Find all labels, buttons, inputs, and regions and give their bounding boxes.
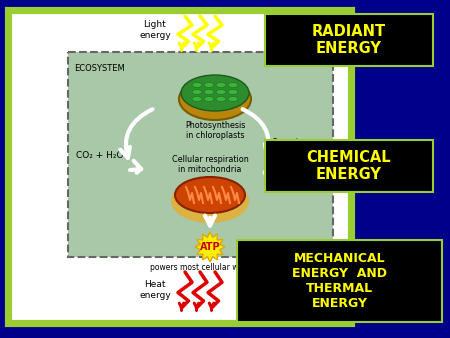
- Text: powers most cellular work: powers most cellular work: [149, 263, 251, 272]
- Text: + O₂: + O₂: [281, 153, 299, 163]
- Text: Cellular respiration
in mitochondria: Cellular respiration in mitochondria: [171, 154, 248, 174]
- Ellipse shape: [216, 82, 226, 88]
- Ellipse shape: [175, 177, 245, 213]
- FancyBboxPatch shape: [265, 14, 433, 66]
- Text: RADIANT
ENERGY: RADIANT ENERGY: [312, 24, 386, 56]
- Text: Organic
molecules: Organic molecules: [272, 138, 313, 158]
- Text: CHEMICAL
ENERGY: CHEMICAL ENERGY: [307, 150, 392, 182]
- Text: CO₂ + H₂O: CO₂ + H₂O: [76, 150, 124, 160]
- Ellipse shape: [228, 90, 238, 95]
- Text: Light
energy: Light energy: [139, 20, 171, 40]
- Text: Heat
energy: Heat energy: [139, 280, 171, 300]
- Ellipse shape: [192, 82, 202, 88]
- Ellipse shape: [216, 90, 226, 95]
- FancyBboxPatch shape: [237, 240, 442, 322]
- Ellipse shape: [228, 97, 238, 101]
- Ellipse shape: [171, 179, 249, 223]
- Text: ATP: ATP: [200, 242, 220, 252]
- FancyBboxPatch shape: [265, 140, 433, 192]
- Ellipse shape: [192, 97, 202, 101]
- FancyBboxPatch shape: [68, 52, 333, 257]
- Text: MECHANICAL
ENERGY  AND
THERMAL
ENERGY: MECHANICAL ENERGY AND THERMAL ENERGY: [292, 252, 387, 310]
- Ellipse shape: [204, 97, 214, 101]
- FancyBboxPatch shape: [10, 12, 350, 322]
- Text: Photosynthesis
in chloroplasts: Photosynthesis in chloroplasts: [185, 121, 245, 140]
- Ellipse shape: [228, 82, 238, 88]
- Ellipse shape: [181, 75, 249, 111]
- Ellipse shape: [179, 78, 251, 120]
- Ellipse shape: [204, 82, 214, 88]
- Text: ECOSYSTEM: ECOSYSTEM: [74, 64, 125, 73]
- Ellipse shape: [192, 90, 202, 95]
- Ellipse shape: [204, 90, 214, 95]
- Polygon shape: [195, 232, 225, 262]
- Ellipse shape: [216, 97, 226, 101]
